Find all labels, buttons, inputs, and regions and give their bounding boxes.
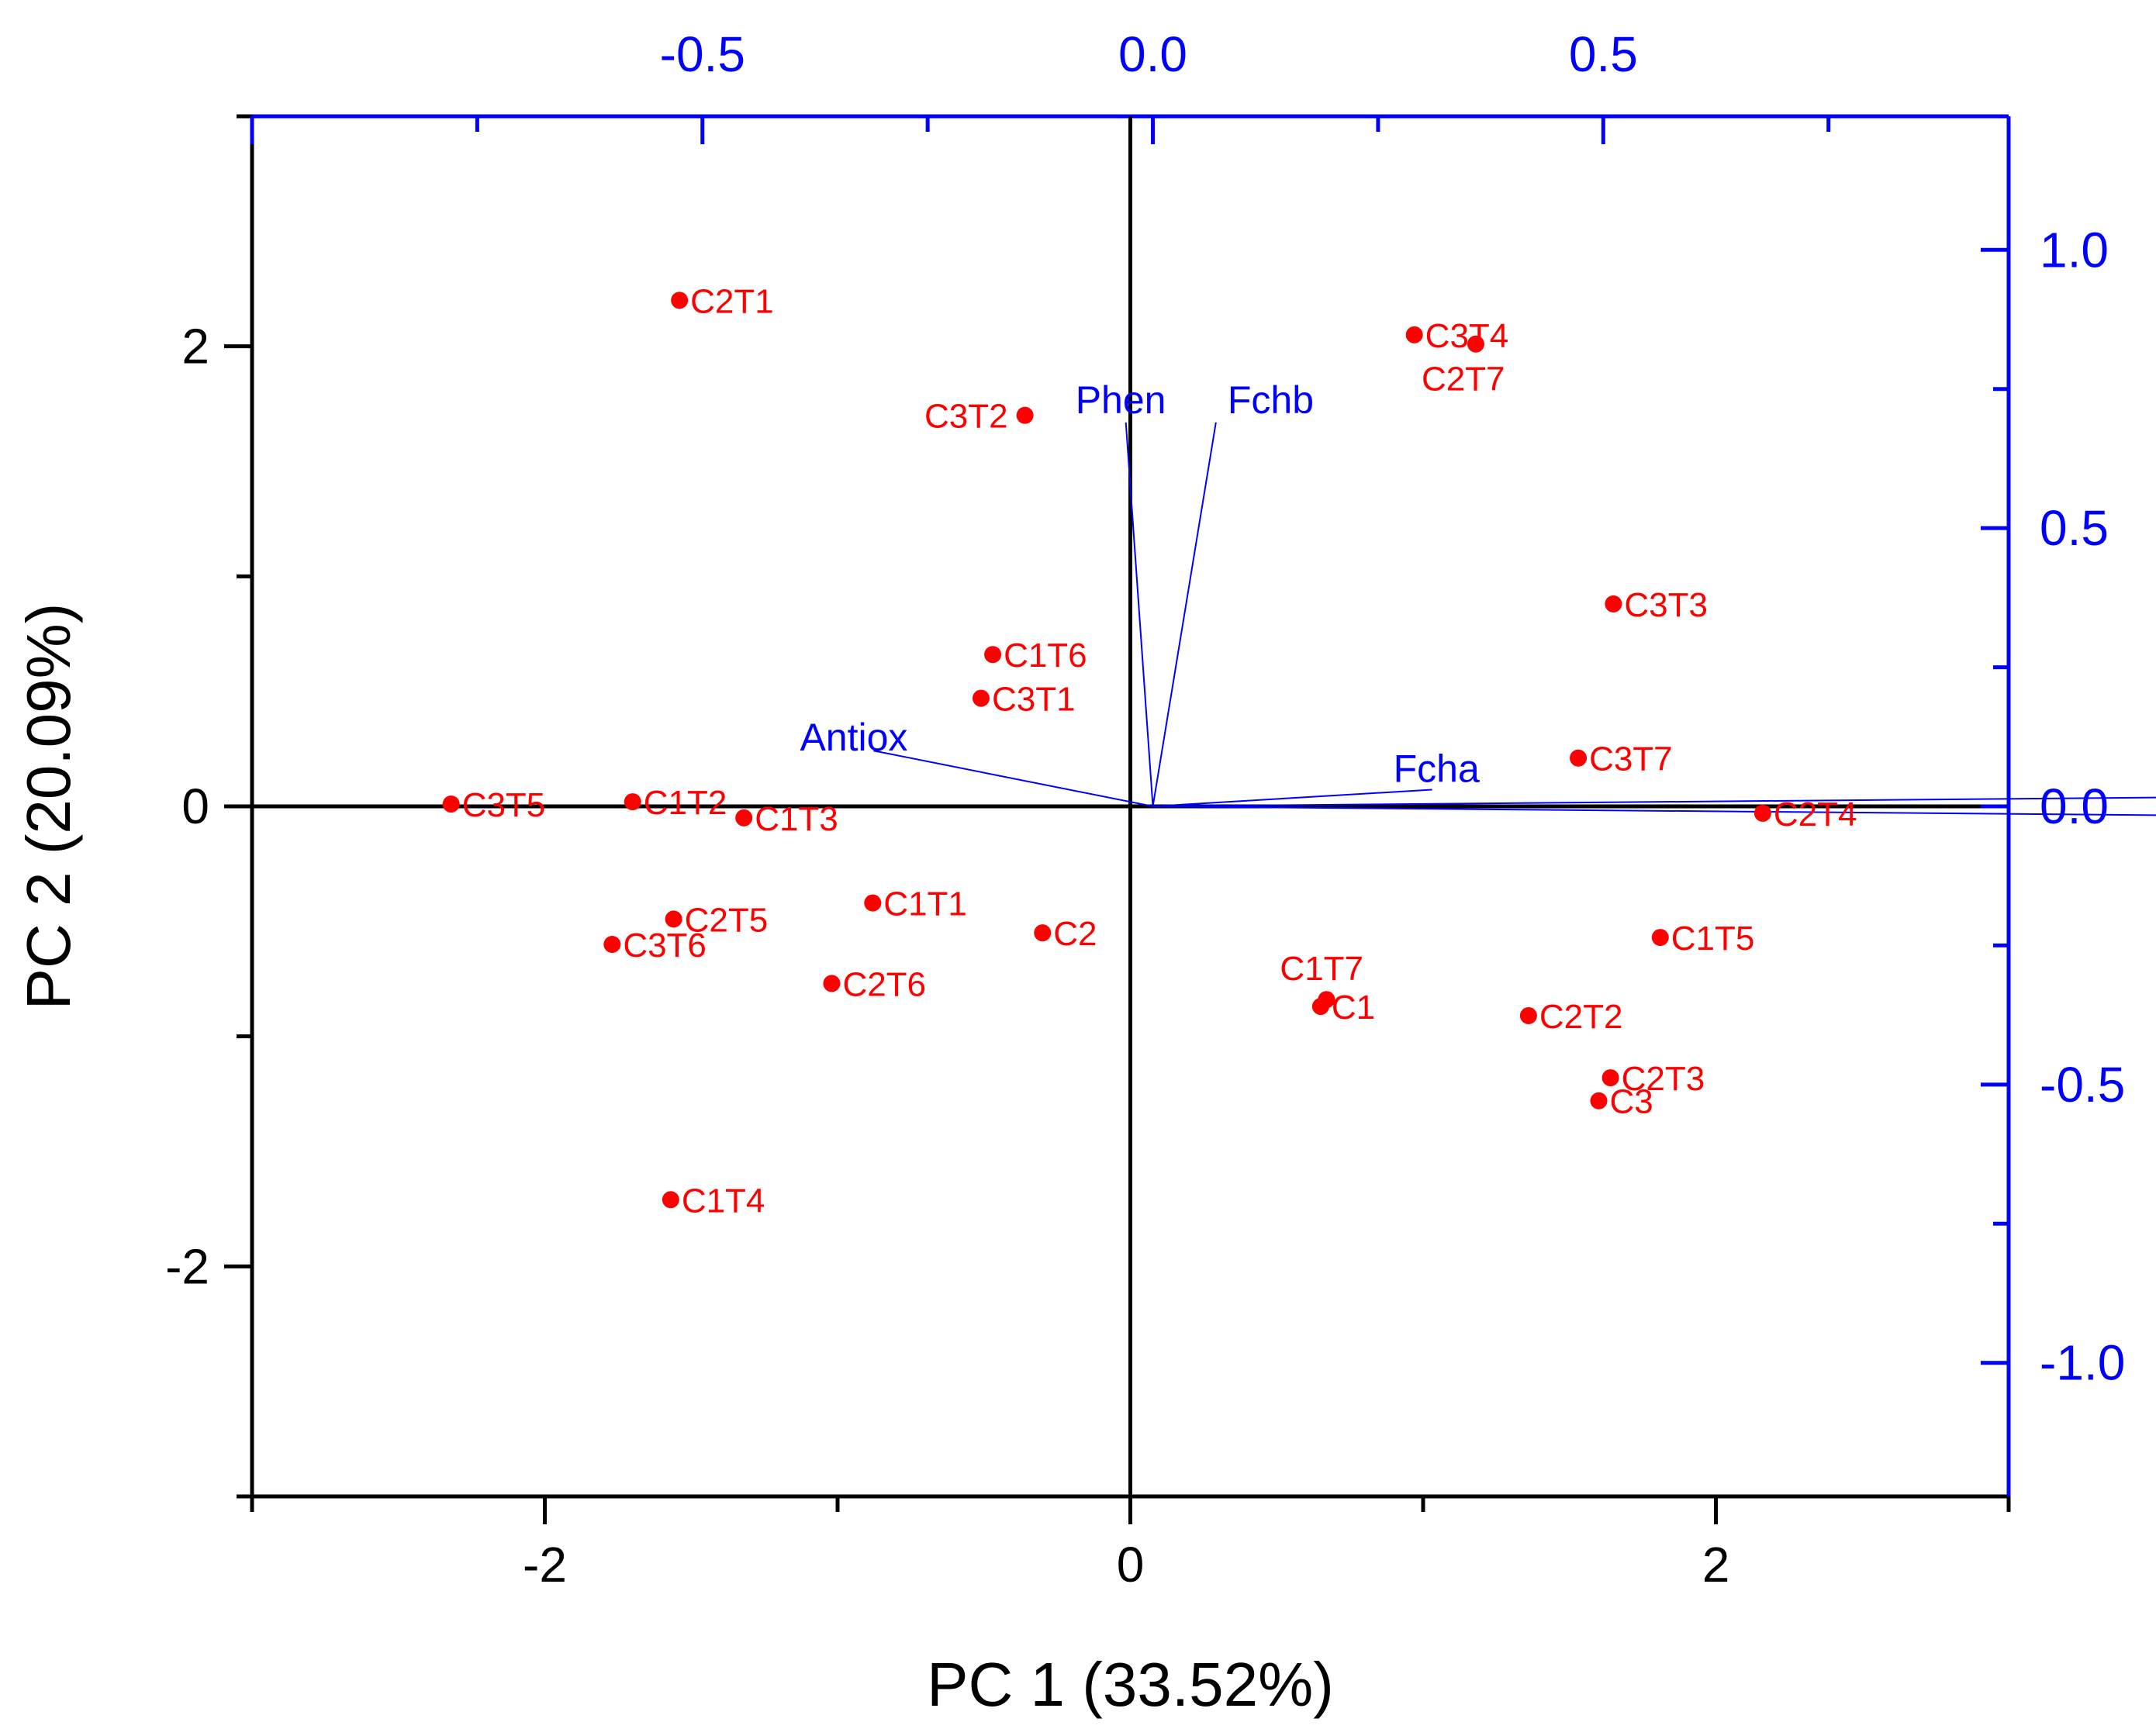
score-point-c2t1 (671, 292, 689, 309)
right-tick-label: 1.0 (2040, 222, 2109, 278)
right-tick-label: -1.0 (2040, 1335, 2125, 1391)
score-point-c1t4 (662, 1191, 679, 1209)
loading-vector-phen (1125, 422, 1154, 807)
score-point-c3 (1590, 1092, 1608, 1110)
loading-vector-lchb (1152, 796, 2156, 807)
score-label: C1 (1332, 989, 1375, 1027)
score-label: C3T7 (1589, 740, 1673, 778)
score-point-c1 (1311, 998, 1329, 1016)
score-label: C3 (1610, 1083, 1653, 1121)
score-point-c1t6 (984, 646, 1002, 664)
y-tick-label: -2 (165, 1238, 209, 1294)
y-tick-label: 2 (181, 319, 209, 374)
score-label: C1T2 (644, 784, 727, 822)
y-tick-label: 0 (181, 778, 209, 834)
score-point-c1t3 (735, 809, 753, 827)
top-tick-label: 0.5 (1569, 26, 1638, 82)
top-tick-label: 0.0 (1118, 26, 1187, 82)
score-point-c3t4 (1405, 326, 1423, 343)
score-label: C2T1 (690, 282, 774, 320)
score-point-c2t4 (1753, 804, 1771, 822)
y-axis-title: PC 2 (20.09%) (14, 603, 83, 1010)
loading-label: Fchb (1228, 378, 1314, 422)
score-point-c2t2 (1519, 1006, 1537, 1024)
score-point-c1t2 (624, 793, 641, 811)
score-point-c3t5 (442, 795, 460, 813)
score-label: C1T5 (1671, 920, 1755, 958)
score-point-c1t5 (1651, 929, 1669, 947)
score-label: C1T3 (755, 800, 838, 838)
score-point-c3t6 (603, 936, 621, 953)
score-point-c2t6 (823, 975, 841, 992)
score-label: C1T1 (883, 885, 967, 923)
score-label: C2T2 (1539, 998, 1623, 1036)
loading-vectors: PhenFchbAntioxFchaLchbLcha (800, 378, 2156, 816)
loading-vector-lcha (1152, 806, 2156, 816)
score-point-c3t3 (1605, 595, 1622, 613)
score-point-c2t5 (665, 910, 682, 928)
x-axis-title: PC 1 (33.52%) (927, 1650, 1334, 1719)
score-point-c3t1 (972, 689, 990, 707)
score-point-c2 (1034, 924, 1052, 942)
score-point-c2t7 (1467, 335, 1484, 353)
loading-vector-fcha (1152, 789, 1432, 807)
axis-ticks: -2 0 2 2 0 -2 -0.5 0.0 0.5 1.0 0.5 0.0 -0.5 -1.0 (165, 26, 2125, 1593)
score-point-c3t7 (1570, 749, 1588, 767)
score-label: C1T4 (682, 1182, 765, 1220)
right-tick-label: 0.5 (2040, 500, 2109, 556)
loading-label: Fcha (1394, 747, 1480, 790)
score-label: C2T5 (685, 901, 769, 939)
score-label: C1T6 (1004, 637, 1087, 675)
score-label: C3T2 (924, 398, 1008, 436)
score-label: C2T6 (842, 965, 926, 1003)
score-label: C3T6 (623, 927, 707, 965)
x-tick-label: 0 (1117, 1537, 1145, 1593)
right-tick-label: 0.0 (2040, 778, 2109, 834)
score-label: C2T3 (1622, 1060, 1705, 1098)
score-label: C1T7 (1280, 950, 1363, 988)
score-point-c3t2 (1016, 406, 1034, 424)
score-label: C2T7 (1422, 361, 1505, 399)
score-point-c2t3 (1601, 1069, 1619, 1087)
score-label: C2T4 (1774, 795, 1857, 833)
score-label: C3T1 (992, 681, 1076, 719)
score-label: C3T5 (462, 786, 546, 824)
x-tick-label: 2 (1702, 1537, 1730, 1593)
score-label: C2 (1053, 915, 1097, 953)
x-tick-label: -2 (523, 1537, 567, 1593)
score-points: C2T1 C3T4 C2T7 C3T2 C3T3 C1T6 C3T1 C3T7 C3T5 C1T2… (442, 282, 1857, 1220)
score-label: C3T3 (1624, 586, 1708, 624)
score-point-c1t1 (864, 894, 882, 912)
top-tick-label: -0.5 (660, 26, 745, 82)
loading-vector-antiox (873, 750, 1153, 807)
right-tick-label: -0.5 (2040, 1057, 2125, 1113)
loading-vector-fchb (1152, 422, 1217, 807)
loading-label: Phen (1076, 378, 1166, 422)
loading-label: Antiox (800, 716, 907, 759)
score-label: C3T4 (1425, 317, 1509, 355)
